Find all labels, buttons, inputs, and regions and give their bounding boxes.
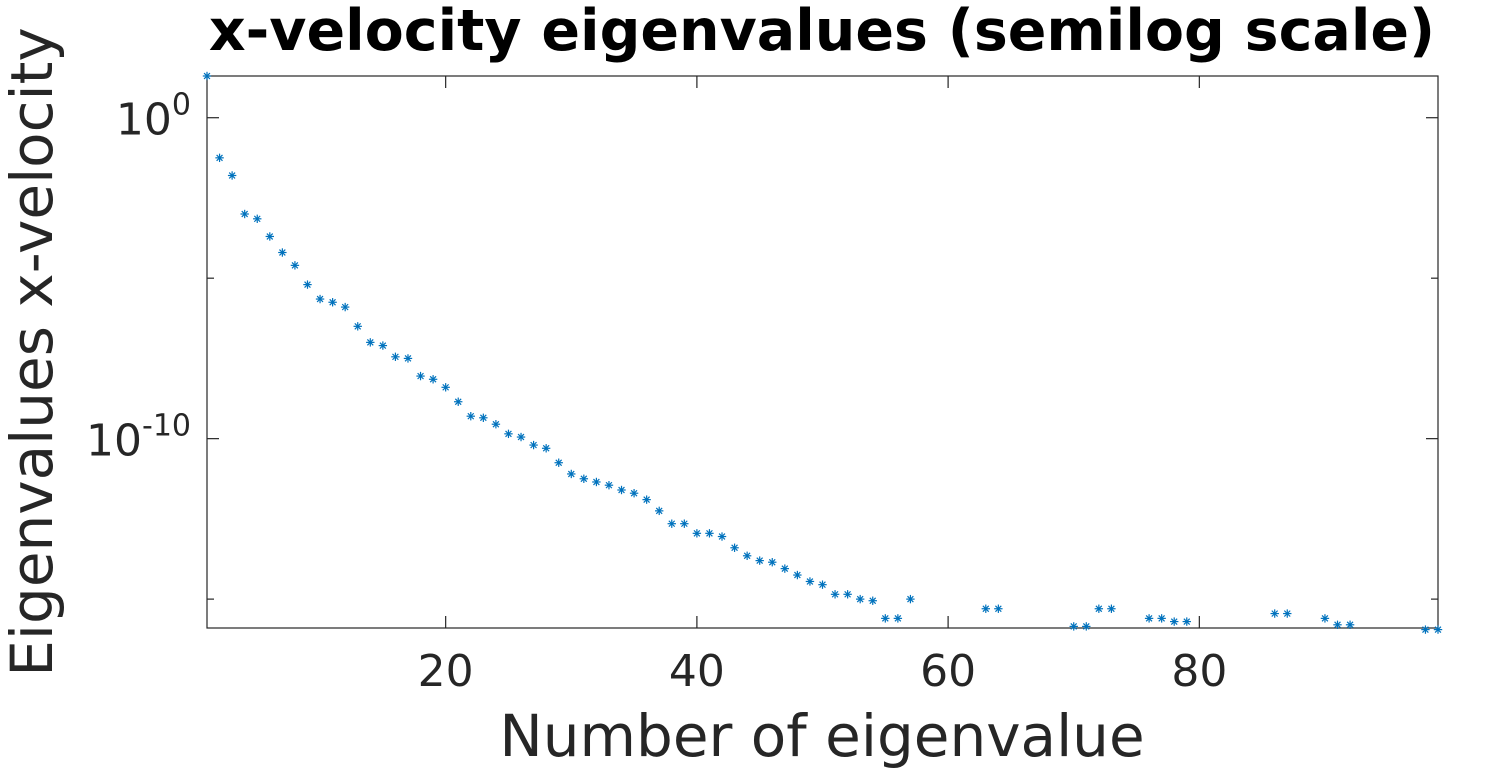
chart-title: x-velocity eigenvalues (semilog scale): [209, 0, 1435, 64]
x-tick-label: 80: [1171, 646, 1227, 697]
data-point: [994, 604, 1003, 613]
data-point: [441, 383, 450, 392]
x-tick-label: 20: [418, 646, 474, 697]
data-point: [692, 529, 702, 538]
data-points: [202, 71, 1443, 634]
data-point: [805, 577, 815, 586]
data-point: [667, 519, 676, 528]
y-tick-base: 10: [116, 95, 172, 146]
data-point: [1345, 620, 1355, 629]
x-tick-label: 40: [669, 646, 725, 697]
data-point: [227, 171, 237, 180]
data-point: [780, 564, 790, 573]
data-point: [403, 354, 413, 363]
data-point: [391, 352, 400, 362]
y-tick-label: 100: [116, 88, 191, 146]
data-point: [303, 280, 312, 289]
data-point: [1069, 622, 1078, 631]
data-point: [830, 590, 840, 599]
y-tick-exponent: -10: [142, 409, 191, 444]
data-point: [290, 261, 300, 270]
data-point: [1320, 614, 1330, 623]
data-point: [278, 248, 287, 257]
data-point: [529, 440, 538, 450]
data-point: [1107, 604, 1116, 613]
data-point: [202, 71, 212, 81]
data-point: [567, 469, 576, 479]
data-point: [466, 411, 475, 421]
data-point: [893, 614, 903, 623]
data-point: [579, 474, 589, 483]
x-tick-label: 60: [920, 646, 976, 697]
data-point: [818, 580, 827, 589]
data-point: [730, 543, 739, 552]
data-point: [742, 551, 752, 560]
data-point: [1094, 604, 1104, 613]
data-point: [416, 371, 425, 381]
data-point: [680, 519, 689, 528]
plot-area-box: [206, 75, 1439, 629]
data-point: [868, 596, 877, 605]
data-point: [265, 232, 275, 241]
data-point: [479, 413, 488, 422]
data-point: [705, 529, 714, 538]
data-point: [629, 489, 639, 498]
y-tick-label: 10-10: [86, 409, 191, 467]
data-point: [378, 341, 388, 350]
data-point: [541, 444, 551, 453]
data-point: [1433, 625, 1443, 634]
data-point: [353, 322, 362, 331]
data-point: [717, 532, 727, 541]
data-point: [1082, 622, 1091, 631]
data-point: [642, 495, 651, 504]
data-point: [1333, 620, 1342, 629]
data-point: [1182, 617, 1191, 626]
data-point: [253, 214, 262, 224]
data-point: [1283, 609, 1292, 618]
data-point: [454, 397, 463, 406]
data-point: [366, 338, 375, 347]
data-point: [240, 209, 249, 219]
data-point: [592, 477, 601, 487]
data-point: [516, 432, 526, 442]
data-point: [768, 558, 777, 567]
data-point: [504, 429, 513, 439]
data-point: [1144, 614, 1154, 623]
data-point: [843, 590, 852, 599]
x-axis: 20 40 60 80: [418, 76, 1227, 697]
data-point: [793, 570, 802, 580]
data-point: [315, 294, 325, 304]
data-point: [617, 485, 626, 495]
y-tick-exponent: 0: [172, 88, 191, 123]
data-point: [855, 594, 865, 604]
data-point: [655, 506, 664, 516]
x-axis-label: Number of eigenvalue: [499, 702, 1144, 770]
y-axis-label: Eigenvalues x-velocity: [0, 27, 66, 676]
data-point: [1270, 609, 1279, 618]
data-point: [340, 302, 350, 312]
y-tick-base: 10: [86, 416, 142, 467]
data-point: [554, 458, 563, 467]
data-point: [881, 614, 890, 623]
data-point: [981, 604, 990, 613]
data-point: [906, 594, 915, 604]
data-point: [755, 556, 764, 565]
data-point: [491, 420, 501, 429]
data-point: [428, 375, 438, 384]
data-point: [215, 153, 224, 163]
data-point: [604, 480, 614, 490]
data-point: [1157, 614, 1166, 623]
data-point: [328, 298, 337, 307]
data-point: [1421, 625, 1430, 634]
data-point: [1170, 617, 1179, 626]
